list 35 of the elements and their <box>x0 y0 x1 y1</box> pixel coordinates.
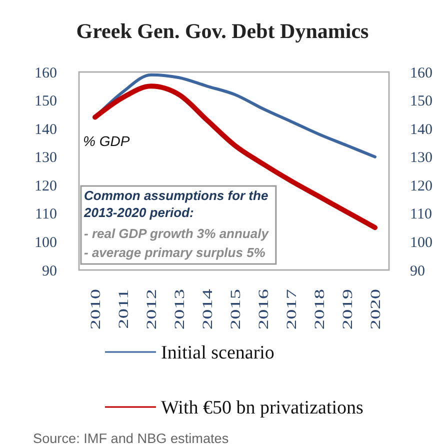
chart-title: Greek Gen. Gov. Debt Dynamics <box>76 19 369 43</box>
y2-tick-label: 120 <box>410 178 432 194</box>
y-tick-label: 100 <box>34 234 57 251</box>
y-tick-label: 140 <box>34 122 57 138</box>
y-tick-label: 160 <box>34 65 57 82</box>
x-tick-label: 2015 <box>227 288 244 330</box>
y2-tick-label: 140 <box>410 122 432 138</box>
annotation: - average primary surplus 5% <box>84 245 266 260</box>
x-tick-label: 2014 <box>199 288 216 330</box>
y2-tick-label: 130 <box>410 150 432 166</box>
x-tick-label: 2011 <box>115 289 132 329</box>
y2-tick-label: 160 <box>410 65 432 82</box>
x-tick-label: 2012 <box>143 289 160 330</box>
x-tick-label: 2016 <box>255 288 272 330</box>
y2-tick-label: 100 <box>410 234 432 251</box>
y-tick-label: 130 <box>34 150 57 166</box>
y-tick-label: 120 <box>34 178 57 194</box>
y-tick-label: 90 <box>42 263 57 280</box>
x-tick-label: 2020 <box>367 288 384 330</box>
y2-tick-label: 90 <box>410 263 425 280</box>
x-tick-label: 2017 <box>283 288 300 330</box>
y-tick-label: 150 <box>34 94 57 110</box>
y-tick-label: 110 <box>35 206 57 223</box>
x-tick-label: 2019 <box>339 289 356 330</box>
legend-label: With €50 bn privatizations <box>161 398 364 419</box>
x-tick-label: 2018 <box>311 288 328 330</box>
annotation: - real GDP growth 3% annualy <box>84 226 270 241</box>
source-note: Source: IMF and NBG estimates <box>33 431 229 446</box>
y2-tick-label: 150 <box>410 94 432 110</box>
annotation: Common assumptions for the 2013-2020 period: <box>83 188 268 220</box>
x-tick-label: 2013 <box>171 288 188 330</box>
y2-tick-label: 110 <box>410 206 432 223</box>
annotation: % GDP <box>83 133 130 149</box>
legend-label: Initial scenario <box>161 342 274 364</box>
x-tick-label: 2010 <box>87 288 104 330</box>
